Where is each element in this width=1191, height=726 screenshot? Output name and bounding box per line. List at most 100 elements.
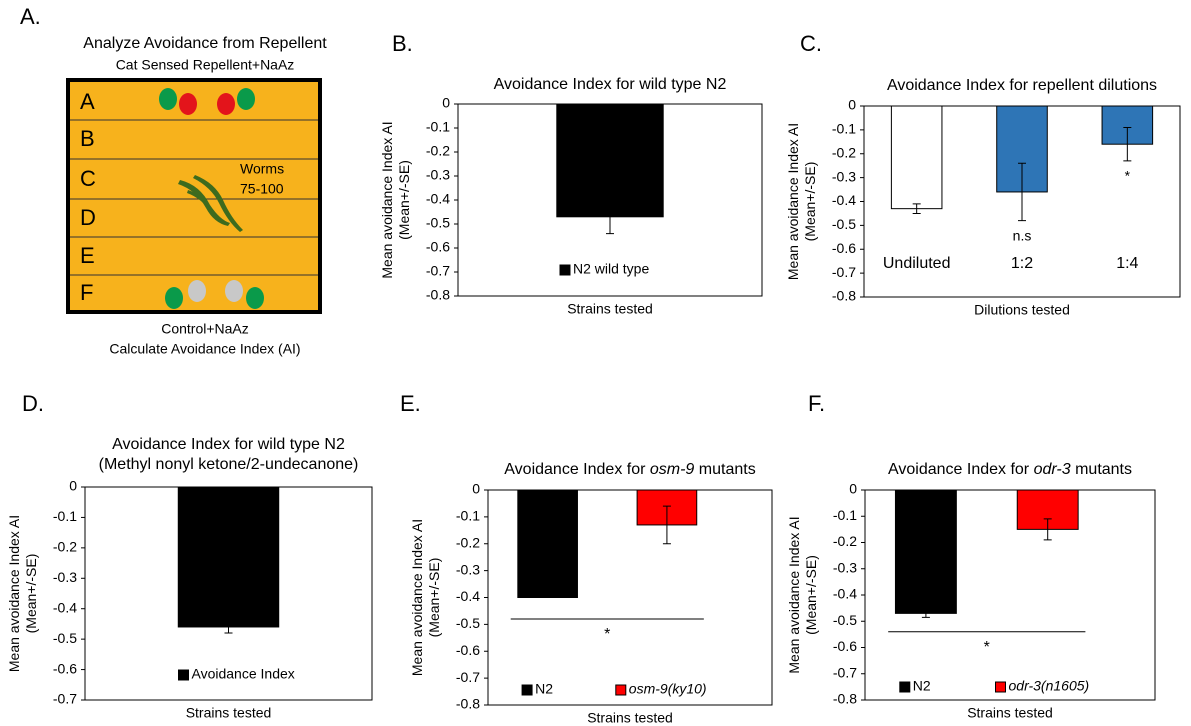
- y-tick-label: -0.2: [53, 539, 77, 555]
- panel-label: E.: [400, 391, 421, 416]
- error-bar: [606, 199, 614, 235]
- y-tick-label: -0.7: [456, 669, 480, 685]
- row-label: E: [80, 243, 95, 268]
- y-tick-label: -0.7: [832, 264, 856, 280]
- y-tick-label: -0.4: [832, 192, 856, 208]
- row-label: C: [80, 166, 96, 191]
- legend-swatch: [615, 684, 627, 696]
- worm-label: 75-100: [240, 181, 284, 197]
- y-tick-label: -0.6: [456, 642, 480, 658]
- legend-label: osm-9(ky10): [629, 681, 707, 697]
- y-axis-label: Mean avoidance Index AI(Mean+/-SE): [785, 123, 818, 280]
- y-tick-label: -0.6: [832, 240, 856, 256]
- bar: [177, 486, 280, 628]
- annotation: n.s: [1013, 227, 1032, 243]
- y-tick-label: -0.5: [53, 630, 77, 646]
- y-label-line: (Mean+/-SE): [426, 558, 442, 638]
- y-tick-label: 0: [69, 478, 77, 494]
- y-tick-label: 0: [442, 95, 450, 111]
- bar: [556, 103, 664, 218]
- y-tick-label: -0.5: [426, 215, 450, 231]
- legend-swatch: [899, 681, 911, 693]
- y-label-line: (Mean+/-SE): [802, 162, 818, 242]
- top-label: Cat Sensed Repellent+NaAz: [116, 57, 295, 73]
- y-tick-label: -0.8: [426, 287, 450, 303]
- y-label-line: (Mean+/-SE): [23, 554, 39, 634]
- y-label-line: Mean avoidance Index AI: [379, 121, 395, 278]
- panel-label: B.: [392, 31, 413, 56]
- y-tick-label: -0.1: [456, 508, 480, 524]
- chart-title: Avoidance Index for wild type N2: [112, 436, 345, 453]
- significance-label: *: [604, 626, 610, 643]
- title-part: Avoidance Index for: [888, 461, 1034, 478]
- legend-swatch: [995, 681, 1006, 693]
- y-tick-label: -0.4: [833, 586, 857, 602]
- panel-label: F.: [808, 391, 825, 416]
- title-part: odr-3: [1034, 461, 1071, 478]
- y-tick-label: -0.2: [426, 143, 450, 159]
- error-bar: [921, 608, 930, 618]
- legend-label: N2: [535, 681, 553, 697]
- row-label: F: [80, 280, 93, 305]
- category-label: 1:4: [1116, 255, 1138, 272]
- y-tick-label: -0.6: [53, 660, 77, 676]
- error-bar: [1123, 126, 1132, 162]
- title-part: mutants: [694, 461, 755, 478]
- x-axis-label: Strains tested: [567, 301, 653, 317]
- category-label: 1:2: [1011, 255, 1033, 272]
- y-tick-label: -0.3: [426, 167, 450, 183]
- y-label-line: Mean avoidance Index AI: [785, 123, 801, 280]
- spots: [159, 88, 264, 309]
- chart-title: Avoidance Index for wild type N2: [494, 76, 727, 93]
- x-axis-label: Strains tested: [186, 705, 272, 721]
- panel-label: C.: [800, 31, 822, 56]
- y-tick-label: -0.3: [456, 561, 480, 577]
- y-axis-label: Mean avoidance Index AI(Mean+/-SE): [379, 121, 412, 278]
- y-tick-label: -0.5: [456, 615, 480, 631]
- y-tick-label: 0: [472, 481, 480, 497]
- title-part: osm-9: [650, 461, 695, 478]
- y-tick-label: -0.7: [833, 664, 857, 680]
- y-label-line: (Mean+/-SE): [803, 555, 819, 635]
- y-tick-label: -0.1: [426, 119, 450, 135]
- y-tick-label: -0.8: [833, 691, 857, 707]
- panel-a: A. Analyze Avoidance from Repellent Cat …: [20, 4, 327, 357]
- y-tick-label: -0.5: [833, 612, 857, 628]
- annotation: *: [1125, 168, 1131, 184]
- y-tick-label: -0.2: [456, 534, 480, 550]
- y-tick-label: -0.7: [53, 691, 77, 707]
- bar: [894, 489, 957, 614]
- diagram-title: Analyze Avoidance from Repellent: [83, 35, 327, 52]
- y-tick-label: -0.3: [833, 559, 857, 575]
- y-tick-label: -0.1: [53, 508, 77, 524]
- y-tick-label: -0.1: [832, 121, 856, 137]
- y-tick-label: -0.3: [832, 168, 856, 184]
- y-tick-label: -0.4: [426, 191, 450, 207]
- y-axis-label: Mean avoidance Index AI(Mean+/-SE): [6, 515, 39, 672]
- y-label-line: Mean avoidance Index AI: [6, 515, 22, 672]
- y-tick-label: -0.1: [833, 507, 857, 523]
- y-tick-label: 0: [849, 481, 857, 497]
- y-tick-label: -0.6: [833, 638, 857, 654]
- y-tick-label: -0.8: [832, 288, 856, 304]
- error-bar: [662, 505, 671, 545]
- row-label: A: [80, 89, 95, 114]
- y-axis-label: Mean avoidance Index AI(Mean+/-SE): [409, 519, 442, 676]
- legend-swatch: [521, 684, 533, 696]
- y-label-line: Mean avoidance Index AI: [786, 516, 802, 673]
- plot-frame: [864, 489, 1156, 701]
- bottom-label: Control+NaAz: [161, 321, 249, 337]
- y-label-line: Mean avoidance Index AI: [409, 519, 425, 676]
- bar: [890, 105, 943, 210]
- bar: [517, 489, 578, 598]
- x-axis-label: Strains tested: [967, 705, 1053, 721]
- panel-label: D.: [22, 391, 44, 416]
- y-tick-label: -0.4: [53, 599, 77, 615]
- legend-swatch: [559, 264, 571, 276]
- y-tick-label: -0.7: [426, 263, 450, 279]
- error-bar: [912, 203, 921, 214]
- x-axis-label: Strains tested: [587, 710, 673, 726]
- row-label: B: [80, 126, 95, 151]
- legend-swatch: [178, 669, 189, 681]
